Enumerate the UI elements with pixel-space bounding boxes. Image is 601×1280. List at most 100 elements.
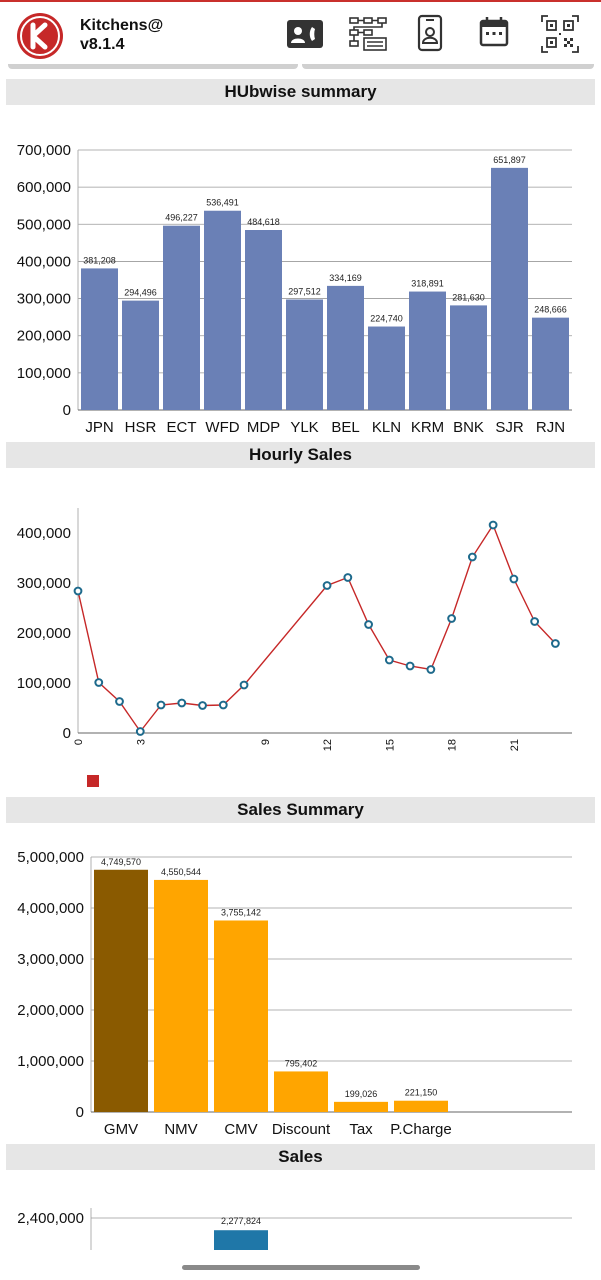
x-tick-label: 3 [135, 739, 147, 745]
y-tick-label: 700,000 [17, 142, 71, 159]
data-point [198, 701, 207, 710]
x-tick-label: P.Charge [390, 1121, 451, 1138]
y-tick-label: 200,000 [17, 328, 71, 345]
sales-summary-bar-chart: 0 1,000,000 2,000,000 3,000,000 4,000,000 5,0… [17, 849, 572, 1138]
hubwise-summary-title: HUbwise summary [6, 79, 595, 105]
y-tick-label: 300,000 [17, 291, 71, 308]
y-tick-label: 2,400,000 [17, 1210, 84, 1227]
data-point [509, 574, 519, 584]
data-label: 297,512 [288, 286, 321, 296]
bar-krm [409, 291, 446, 410]
tab-left[interactable] [8, 64, 298, 69]
x-tick-label: 15 [384, 739, 396, 751]
y-tick-label: 600,000 [17, 179, 71, 196]
bar-tax [334, 1101, 388, 1112]
calendar-icon[interactable] [474, 14, 514, 54]
data-point [218, 700, 228, 710]
logo-icon[interactable] [16, 12, 64, 60]
data-label: 199,026 [345, 1089, 378, 1099]
bar-rjn [532, 317, 569, 410]
data-point [426, 665, 436, 674]
bar-sjr [491, 167, 528, 410]
data-label: 795,402 [285, 1058, 318, 1068]
x-tick-label: 0 [73, 739, 85, 745]
data-label: 248,666 [534, 305, 567, 315]
bar-bel [327, 285, 364, 410]
x-tick-label: YLK [290, 419, 318, 436]
y-tick-label: 0 [63, 402, 71, 419]
x-tick-label: ECT [167, 419, 197, 436]
data-point [364, 620, 373, 629]
home-indicator[interactable] [182, 1265, 420, 1270]
x-tick-label: 21 [509, 739, 521, 751]
bar-jpn [81, 268, 118, 410]
data-point [447, 614, 457, 623]
data-point [156, 700, 166, 710]
x-tick-label: SJR [495, 419, 524, 436]
app-name: Kitchens@ [80, 17, 164, 34]
contact-phone-icon[interactable] [285, 14, 325, 54]
data-label: 3,755,142 [221, 907, 261, 917]
x-tick-label: KLN [372, 419, 401, 436]
app-version: v8.1.4 [80, 36, 125, 53]
data-label: 334,169 [329, 273, 362, 283]
data-point [322, 581, 332, 590]
bar-discount [274, 1071, 328, 1112]
bar-bnk [450, 305, 487, 410]
app-title: Kitchens@ v8.1.4 [80, 16, 163, 54]
legend-swatch [87, 775, 99, 787]
data-point [177, 698, 187, 708]
bar-kln [368, 326, 405, 410]
data-point [488, 520, 498, 530]
bar-ylk [286, 299, 323, 410]
data-point [467, 552, 477, 562]
data-point [135, 727, 145, 736]
x-tick-label: 12 [322, 739, 334, 751]
bar-sales [214, 1230, 268, 1250]
bar-pcharge [394, 1100, 448, 1112]
y-tick-label: 100,000 [17, 675, 71, 692]
sales-title: Sales [6, 1144, 595, 1170]
data-label: 294,496 [124, 288, 157, 298]
y-tick-label: 100,000 [17, 365, 71, 382]
bar-gmv [94, 869, 148, 1112]
bar-cmv [214, 920, 268, 1112]
data-label: 2,277,824 [221, 1216, 261, 1226]
x-tick-label: NMV [164, 1121, 197, 1138]
y-tick-label: 500,000 [17, 216, 71, 233]
x-tick-label: MDP [247, 419, 280, 436]
bar-mdp [245, 229, 282, 410]
x-tick-label: KRM [411, 419, 444, 436]
data-label: 651,897 [493, 155, 526, 165]
hourly-sales-title: Hourly Sales [6, 442, 595, 468]
bar-nmv [154, 879, 208, 1112]
y-tick-label: 0 [63, 725, 71, 742]
data-point [384, 655, 394, 665]
y-tick-label: 0 [76, 1104, 84, 1121]
qr-code-icon[interactable] [540, 14, 580, 54]
data-label: 496,227 [165, 213, 198, 223]
y-tick-label: 400,000 [17, 253, 71, 270]
sales-summary-title: Sales Summary [6, 797, 595, 823]
x-tick-label: JPN [85, 419, 113, 436]
data-point [73, 586, 83, 596]
x-tick-label: GMV [104, 1121, 138, 1138]
bar-ect [163, 225, 200, 410]
hubwise-bar-chart: 0 100,000 200,000 300,000 400,000 500,000 600,… [17, 142, 572, 436]
tab-right[interactable] [302, 64, 594, 69]
data-point [530, 617, 540, 626]
y-tick-label: 300,000 [17, 575, 71, 592]
x-tick-label: 18 [447, 739, 459, 751]
id-badge-icon[interactable] [410, 14, 450, 54]
workflow-icon[interactable] [348, 14, 388, 54]
y-tick-label: 3,000,000 [17, 951, 84, 968]
x-tick-label: RJN [536, 419, 565, 436]
y-tick-label: 4,000,000 [17, 900, 84, 917]
y-tick-label: 5,000,000 [17, 849, 84, 866]
data-label: 224,740 [370, 314, 403, 324]
data-point [405, 661, 415, 671]
data-label: 381,208 [83, 255, 116, 265]
y-tick-label: 400,000 [17, 525, 71, 542]
x-tick-label: BNK [453, 419, 484, 436]
data-point [343, 573, 353, 582]
